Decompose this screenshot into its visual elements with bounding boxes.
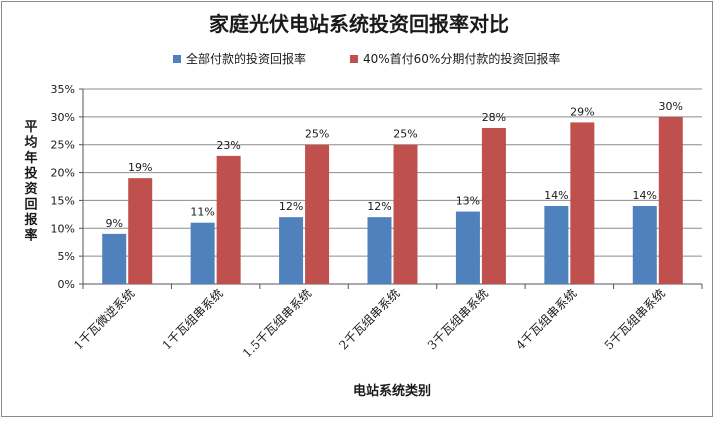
data-label: 12% bbox=[279, 200, 303, 213]
y-axis-title-char: 均 bbox=[24, 135, 37, 151]
legend-swatch bbox=[173, 55, 181, 63]
data-label: 14% bbox=[633, 189, 657, 202]
data-labels: 9% 11% 12% 12% 13% 14% 14% 19% 23% 25% 25% 28% 29% 30… bbox=[105, 100, 683, 230]
y-axis-title-char: 率 bbox=[24, 228, 37, 244]
bar-full-payment bbox=[367, 217, 392, 284]
bar-installment bbox=[393, 144, 418, 284]
bar-installment bbox=[658, 116, 683, 284]
bar-full-payment bbox=[632, 206, 657, 284]
y-axis-title-char: 报 bbox=[24, 213, 38, 228]
data-label: 25% bbox=[393, 128, 417, 141]
legend-swatch bbox=[350, 55, 358, 63]
data-label: 11% bbox=[190, 206, 214, 219]
bar-installment bbox=[128, 178, 153, 284]
bar-installment bbox=[305, 144, 330, 284]
y-tick-label: 15% bbox=[51, 194, 75, 207]
data-label: 25% bbox=[305, 128, 329, 141]
x-category-label: 5千瓦组串系统 bbox=[602, 286, 668, 352]
bar-full-payment bbox=[190, 222, 215, 284]
data-label: 14% bbox=[544, 189, 568, 202]
x-axis-title: 电站系统类别 bbox=[353, 383, 431, 399]
x-category-label: 1千瓦微逆系统 bbox=[70, 286, 137, 353]
y-axis-title-char: 资 bbox=[24, 181, 37, 197]
data-label: 29% bbox=[570, 105, 594, 118]
y-tick-label: 0% bbox=[58, 278, 75, 291]
y-axis: 0% 5% 10% 15% 20% 25% 30% 35% bbox=[51, 83, 84, 291]
bar-installment bbox=[570, 122, 595, 284]
bar-full-payment bbox=[455, 211, 480, 284]
bars bbox=[102, 116, 683, 284]
y-axis-title-char: 平 bbox=[24, 120, 37, 135]
bar-full-payment bbox=[544, 206, 569, 284]
y-axis-title-char: 投 bbox=[24, 166, 37, 182]
y-tick-label: 30% bbox=[51, 111, 75, 124]
data-label: 9% bbox=[105, 217, 122, 230]
bar-full-payment bbox=[102, 233, 127, 284]
data-label: 12% bbox=[367, 200, 391, 213]
y-tick-label: 10% bbox=[51, 222, 75, 235]
gridlines bbox=[83, 88, 702, 257]
y-axis-title-char: 回 bbox=[24, 198, 37, 213]
y-tick-label: 25% bbox=[51, 139, 75, 152]
x-category-label: 3千瓦组串系统 bbox=[425, 286, 491, 352]
x-category-label: 4千瓦组串系统 bbox=[513, 286, 579, 352]
x-category-label: 2千瓦组串系统 bbox=[336, 286, 402, 352]
y-axis-title-char: 年 bbox=[24, 150, 37, 166]
bar-installment bbox=[481, 128, 506, 284]
y-tick-label: 5% bbox=[58, 250, 75, 263]
x-axis: 1千瓦微逆系统 1千瓦组串系统 1.5千瓦组串系统 2千瓦组串系统 3千瓦组串系统 4千瓦… bbox=[70, 283, 703, 361]
y-tick-label: 35% bbox=[51, 83, 75, 96]
bar-full-payment bbox=[279, 217, 304, 284]
legend: 全部付款的投资回报率 40%首付60%分期付款的投资回报率 bbox=[173, 51, 560, 66]
data-label: 19% bbox=[128, 161, 152, 174]
chart-title: 家庭光伏电站系统投资回报率对比 bbox=[209, 12, 509, 36]
y-tick-label: 20% bbox=[51, 167, 75, 180]
data-label: 13% bbox=[456, 195, 480, 208]
x-category-label: 1.5千瓦组串系统 bbox=[240, 286, 314, 360]
data-label: 23% bbox=[216, 139, 240, 152]
data-label: 28% bbox=[482, 111, 506, 124]
data-label: 30% bbox=[659, 100, 683, 113]
bar-installment bbox=[216, 155, 241, 284]
x-category-label: 1千瓦组串系统 bbox=[160, 286, 226, 352]
legend-label: 全部付款的投资回报率 bbox=[186, 51, 306, 66]
legend-label: 40%首付60%分期付款的投资回报率 bbox=[363, 51, 560, 66]
